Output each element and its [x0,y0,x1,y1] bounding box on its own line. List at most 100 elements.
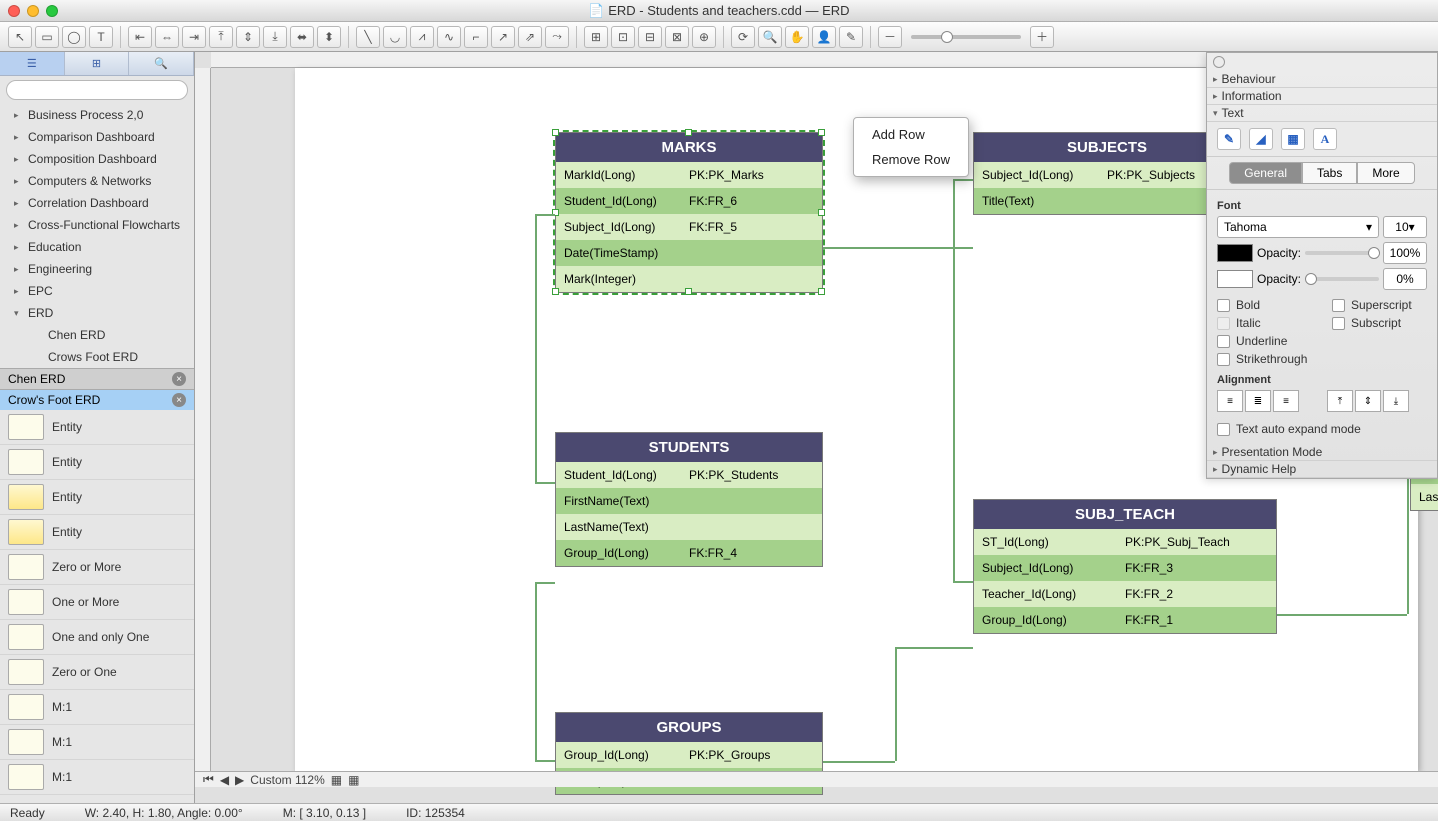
close-icon[interactable]: × [172,393,186,407]
tool-text[interactable]: T [89,26,113,48]
zoom-in-btn[interactable]: ＋ [1030,26,1054,48]
table-row[interactable]: MarkId(Long)PK:PK_Marks [556,162,822,188]
nav-prev-btn[interactable]: ◀ [220,773,229,787]
table-row[interactable]: LastName(Text) [556,514,822,540]
stencil-item[interactable]: Entity [0,445,194,480]
dist-h-btn[interactable]: ⬌ [290,26,314,48]
section-information[interactable]: Information [1207,88,1437,105]
text-tool-box-icon[interactable]: ▦ [1281,128,1305,150]
table-row[interactable]: Subject_Id(Long)PK:PK_Subjects [974,162,1240,188]
stencil-item[interactable]: Entity [0,410,194,445]
sidebar-tab-search[interactable]: 🔍 [129,52,194,75]
connector-line[interactable] [895,647,897,761]
checkbox[interactable] [1217,353,1230,366]
polyline-tool[interactable]: ⩘ [410,26,434,48]
section-dynamic-help[interactable]: Dynamic Help [1207,461,1437,478]
tab-general[interactable]: General [1229,162,1302,184]
tree-item[interactable]: Comparison Dashboard [0,126,194,148]
selection-handle[interactable] [818,129,825,136]
stencil-item[interactable]: Entity [0,515,194,550]
erd-table-marks[interactable]: MARKSMarkId(Long)PK:PK_MarksStudent_Id(L… [555,132,823,293]
valign-bot[interactable]: ⤓ [1383,390,1409,412]
stroke-color-swatch[interactable] [1217,270,1253,288]
table-row[interactable]: Subject_Id(Long)FK:FR_3 [974,555,1276,581]
table-row[interactable]: Student_Id(Long)PK:PK_Students [556,462,822,488]
selection-handle[interactable] [685,288,692,295]
user-tool[interactable]: 👤 [812,26,836,48]
erd-table-subj_teach[interactable]: SUBJ_TEACHST_Id(Long)PK:PK_Subj_TeachSub… [973,499,1277,634]
nav-next-btn[interactable]: ▶ [235,773,244,787]
erd-table-students[interactable]: STUDENTSStudent_Id(Long)PK:PK_StudentsFi… [555,432,823,567]
align-left-btn[interactable]: ⇤ [128,26,152,48]
stencil-item[interactable]: One or More [0,585,194,620]
tree-item[interactable]: Cross-Functional Flowcharts [0,214,194,236]
stencil-item[interactable]: M:1 [0,725,194,760]
valign-top[interactable]: ⤒ [1327,390,1353,412]
connector-line[interactable] [535,582,537,760]
snap5-btn[interactable]: ⊕ [692,26,716,48]
align-right-btn[interactable]: ⇥ [182,26,206,48]
connector-line[interactable] [823,761,895,763]
tree-item[interactable]: Computers & Networks [0,170,194,192]
align-top-btn[interactable]: ⤒ [209,26,233,48]
selection-handle[interactable] [552,129,559,136]
checkbox[interactable] [1332,299,1345,312]
tree-item[interactable]: Crows Foot ERD [0,346,194,368]
tab-more[interactable]: More [1357,162,1414,184]
connector-line[interactable] [535,760,555,762]
checkbox[interactable] [1217,317,1230,330]
tree-item[interactable]: Education [0,236,194,258]
checkbox[interactable] [1217,299,1230,312]
connector-line[interactable] [535,214,555,216]
text-tool-highlight-icon[interactable]: ◢ [1249,128,1273,150]
sidebar-tab-grid[interactable]: ⊞ [65,52,130,75]
snap4-btn[interactable]: ⊠ [665,26,689,48]
table-row[interactable]: Group_Id(Long)FK:FR_1 [974,607,1276,633]
connector-line[interactable] [953,179,955,581]
table-row[interactable]: LastName(Text) [1411,484,1438,510]
checkbox[interactable] [1332,317,1345,330]
tree-item[interactable]: Business Process 2,0 [0,104,194,126]
stroke-opacity-value[interactable]: 0% [1383,268,1427,290]
doc-tab[interactable]: Crow's Foot ERD× [0,389,194,410]
arc-tool[interactable]: ◡ [383,26,407,48]
line-tool[interactable]: ╲ [356,26,380,48]
ctx-add-row[interactable]: Add Row [854,122,968,147]
conn3-tool[interactable]: ⤳ [545,26,569,48]
nav-first-btn[interactable]: ⏮ [203,772,214,787]
tree-item[interactable]: Engineering [0,258,194,280]
conn1-tool[interactable]: ↗ [491,26,515,48]
tool-ellipse[interactable]: ◯ [62,26,86,48]
selection-handle[interactable] [818,288,825,295]
tab-tabs[interactable]: Tabs [1302,162,1357,184]
zoom-out-btn[interactable]: － [878,26,902,48]
sidebar-search-input[interactable] [6,80,188,100]
table-row[interactable]: ST_Id(Long)PK:PK_Subj_Teach [974,529,1276,555]
stroke-opacity-slider[interactable] [1305,277,1379,281]
connector-line[interactable] [535,482,555,484]
section-behaviour[interactable]: Behaviour [1207,71,1437,88]
bezier-tool[interactable]: ∿ [437,26,461,48]
tree-item[interactable]: EPC [0,280,194,302]
tree-item[interactable]: Correlation Dashboard [0,192,194,214]
fill-opacity-slider[interactable] [1305,251,1379,255]
stencil-item[interactable]: One and only One [0,620,194,655]
connector-line[interactable] [953,179,973,181]
table-row[interactable]: Group_Id(Long)FK:FR_4 [556,540,822,566]
text-tool-underline-icon[interactable]: ✎ [1217,128,1241,150]
zoom-slider[interactable] [911,35,1021,39]
connector-line[interactable] [1277,614,1407,616]
table-row[interactable]: FirstName(Text) [556,488,822,514]
table-row[interactable]: Student_Id(Long)FK:FR_6 [556,188,822,214]
align-center-btn[interactable]: ⇔ [155,26,179,48]
stencil-item[interactable]: Entity [0,480,194,515]
pan-tool[interactable]: ✋ [785,26,809,48]
dist-v-btn[interactable]: ⬍ [317,26,341,48]
text-tool-font-icon[interactable]: A [1313,128,1337,150]
zoom-display[interactable]: Custom 112% [250,773,324,787]
tree-item[interactable]: ERD [0,302,194,324]
tree-item[interactable]: Chen ERD [0,324,194,346]
fill-opacity-value[interactable]: 100% [1383,242,1427,264]
doc-tab[interactable]: Chen ERD× [0,368,194,389]
close-icon[interactable]: × [172,372,186,386]
